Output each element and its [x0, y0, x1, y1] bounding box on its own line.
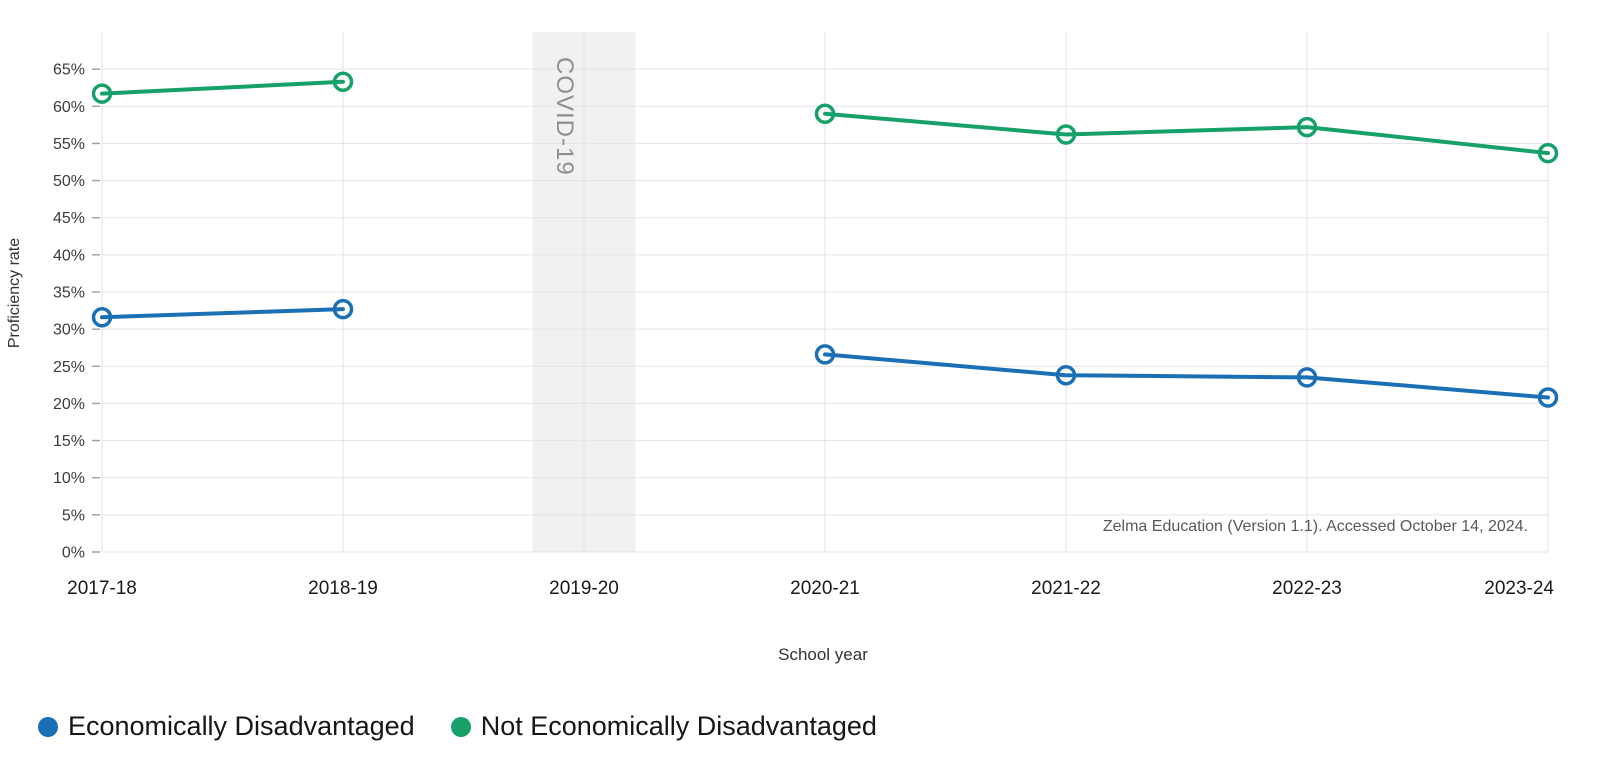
x-tick-label: 2020-21 — [790, 578, 860, 599]
y-tick-label: 35% — [53, 285, 85, 302]
x-tick-label: 2023-24 — [1484, 578, 1554, 599]
y-tick-label: 30% — [53, 322, 85, 339]
legend-item-not-economically-disadvantaged[interactable]: Not Economically Disadvantaged — [450, 711, 877, 742]
y-tick-label: 25% — [53, 359, 85, 376]
source-citation: Zelma Education (Version 1.1). Accessed … — [1103, 518, 1528, 535]
x-tick-label: 2017-18 — [67, 578, 137, 599]
x-tick-label: 2019-20 — [549, 578, 619, 599]
x-tick-label: 2022-23 — [1272, 578, 1342, 599]
y-tick-label: 20% — [53, 396, 85, 413]
series-1 — [91, 71, 1559, 164]
x-tick-label: 2018-19 — [308, 578, 378, 599]
series-0 — [91, 298, 1559, 408]
legend-item-economically-disadvantaged[interactable]: Economically Disadvantaged — [38, 711, 415, 742]
y-tick-label: 45% — [53, 210, 85, 227]
y-tick-label: 40% — [53, 247, 85, 264]
y-tick-label: 65% — [53, 62, 85, 79]
series-line — [100, 79, 345, 96]
proficiency-chart: 0% 5% 10% 15% 20% 25% 30% 35% 40% 45% 50% 55% 60% 65%… — [0, 32, 1600, 742]
chart-canvas: 0% 5% 10% 15% 20% 25% 30% 35% 40% 45% 50% 55% 60% 65%… — [6, 32, 1559, 664]
series-line — [823, 111, 1550, 156]
legend-label: Economically Disadvantaged — [68, 711, 415, 741]
legend-dot-icon — [38, 716, 58, 737]
series-line — [100, 307, 345, 320]
y-tick-label: 15% — [53, 433, 85, 450]
chart-legend: Economically Disadvantaged Not Economica… — [0, 711, 1600, 742]
series-line — [823, 352, 1550, 400]
x-axis-title: School year — [778, 645, 868, 664]
y-tick-label: 5% — [62, 507, 85, 524]
y-tick-label: 60% — [53, 99, 85, 116]
y-axis-title: Proficiency rate — [6, 238, 23, 348]
y-tick-label: 55% — [53, 136, 85, 153]
covid-band-label: COVID-19 — [551, 57, 578, 176]
y-tick-label: 0% — [62, 545, 85, 562]
y-tick-label: 50% — [53, 173, 85, 190]
x-tick-label: 2021-22 — [1031, 578, 1101, 599]
legend-dot-icon — [450, 716, 471, 737]
legend-label: Not Economically Disadvantaged — [480, 711, 877, 741]
y-tick-label: 10% — [53, 470, 85, 487]
